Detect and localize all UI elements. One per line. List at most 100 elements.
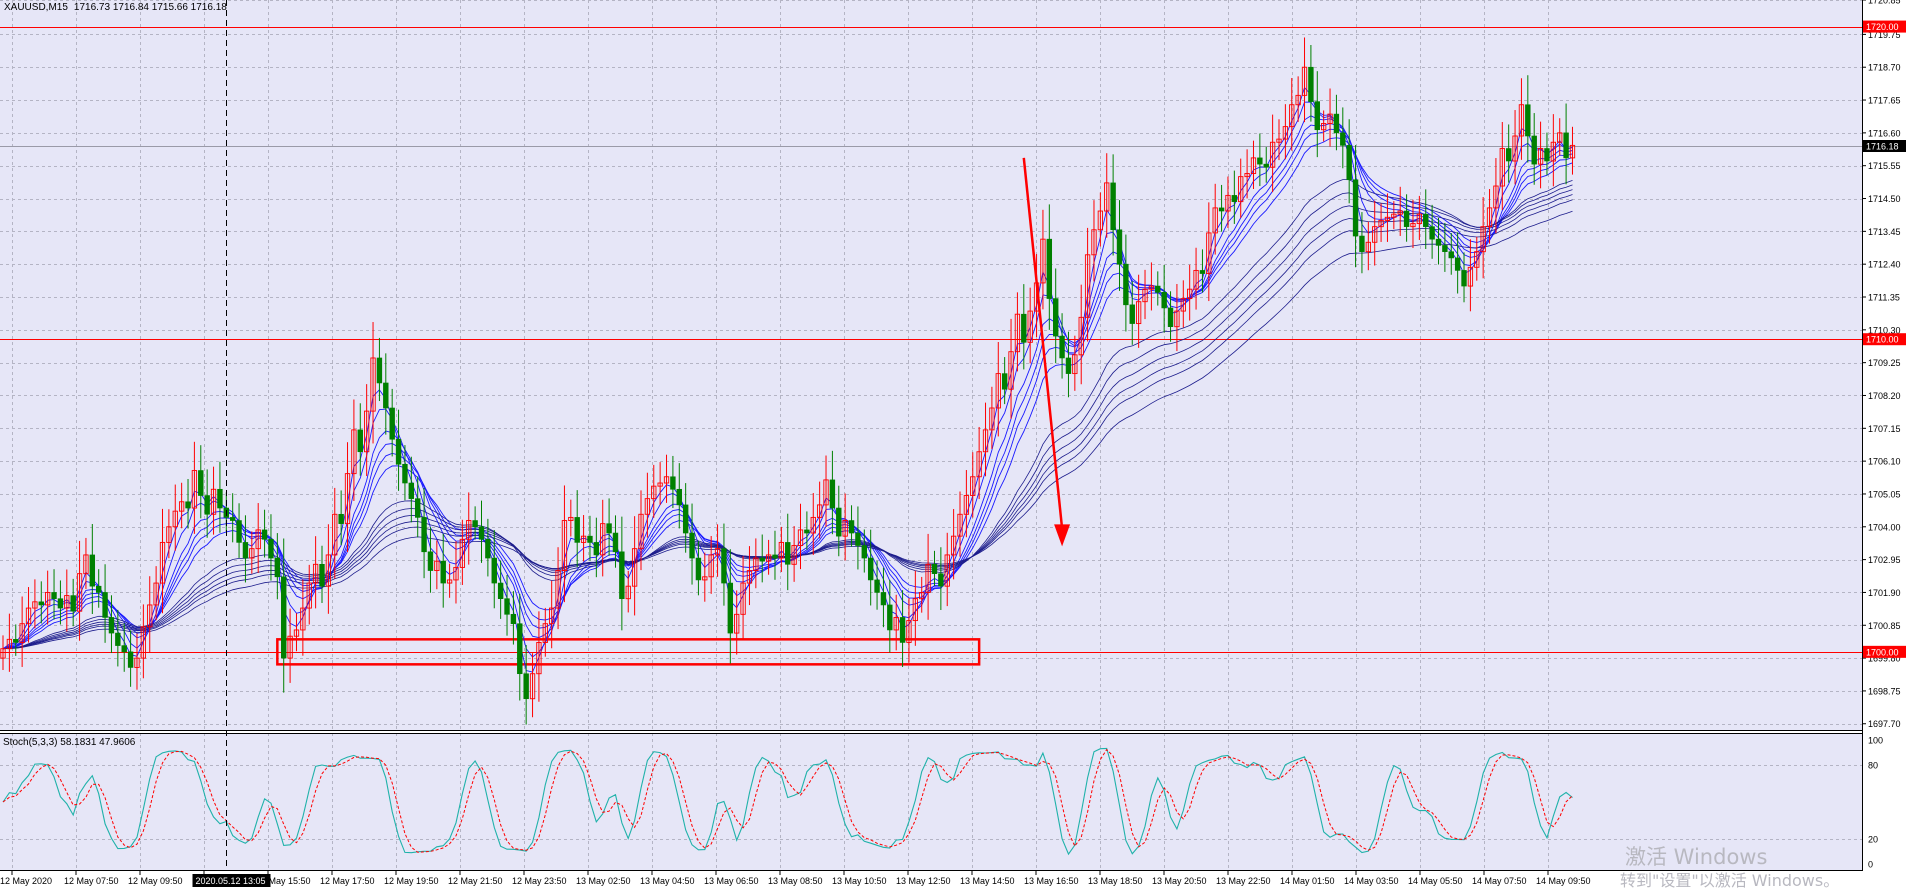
activation-watermark-subtitle: 转到"设置"以激活 Windows。 (1620, 871, 1840, 890)
time-tick-label: 13 May 12:50 (896, 876, 951, 886)
time-tick-label: 13 May 20:50 (1152, 876, 1207, 886)
candle-body-bear (606, 523, 612, 534)
stoch-signal-line (2, 748, 1573, 853)
candle-body-bear (574, 517, 580, 543)
candle-body-bull (83, 554, 89, 575)
candle-body-bull (950, 535, 957, 556)
price-tick-label: 1706.10 (1868, 457, 1901, 467)
candle-body-bull (823, 479, 829, 506)
candle-body-bear (383, 382, 389, 409)
candle-body-bear (867, 557, 874, 581)
candle-body-bear (1123, 263, 1129, 306)
candle-body-bull (1250, 157, 1257, 174)
price-level-tag-label: 1720.00 (1866, 22, 1899, 32)
time-tick-label: 12 May 2020 (0, 876, 52, 886)
price-tick-label: 1707.15 (1868, 424, 1901, 434)
candle-body-bull (306, 582, 312, 609)
candle-body-bear (1199, 270, 1206, 274)
arrow-head (1054, 524, 1071, 547)
price-tick-label: 1720.85 (1868, 0, 1901, 6)
candle-body-bear (1167, 307, 1174, 328)
candle-body-bull (459, 538, 466, 568)
candle-body-bull (1467, 266, 1474, 287)
candle-body-bull (332, 513, 338, 556)
candle-body-bear (772, 554, 778, 559)
candle-body-bear (1308, 66, 1314, 102)
candle-body-bear (1116, 229, 1123, 265)
candle-body-bull (153, 582, 159, 606)
candle-body-bull (778, 541, 785, 559)
price-axis[interactable]: 1720.85 1719.75 1718.70 1717.65 1716.60 1715.… (1862, 0, 1906, 729)
candle-body-bull (453, 566, 459, 581)
candle-body-bear (427, 551, 434, 571)
candle-body-bear (587, 535, 593, 543)
candle-body-bull (714, 548, 721, 556)
candle-body-bull (1474, 251, 1480, 268)
candle-body-bull (159, 541, 166, 584)
candle-body-bear (1454, 257, 1461, 271)
stoch-axis-label: 20 (1868, 835, 1878, 845)
candle-body-bear (408, 482, 415, 499)
symbol-header: XAUUSD,M15 1716.73 1716.84 1715.66 1716.1… (4, 2, 227, 13)
candle-body-bull (1518, 104, 1525, 137)
candle-body-bear (96, 585, 102, 593)
candle-body-bull (1078, 316, 1084, 356)
candle-body-bull (300, 607, 306, 631)
candle-body-bull (1410, 223, 1416, 228)
candle-body-bear (1257, 157, 1263, 165)
candle-body-bear (1525, 104, 1531, 137)
candle-body-bull (555, 570, 561, 609)
candle-body-bear (1046, 238, 1053, 299)
price-tick-label: 1698.75 (1868, 686, 1901, 696)
candle-body-bear (491, 557, 497, 584)
candle-body-bull (1193, 269, 1199, 290)
candle-body-bull (976, 451, 982, 478)
candle-body-bull (912, 598, 918, 622)
candle-body-bull (1512, 135, 1518, 162)
candle-body-bull (1276, 138, 1282, 143)
price-tick-label: 1704.00 (1868, 522, 1901, 532)
candle-body-bull (644, 498, 651, 515)
main-plot-background (0, 0, 1862, 730)
candle-body-bear (115, 632, 121, 646)
candle-body-bull (287, 635, 293, 659)
candle-body-bull (1321, 123, 1327, 131)
candle-body-bear (1352, 179, 1359, 237)
candle-body-bull (1040, 238, 1046, 284)
time-tick-label: 14 May 09:50 (1536, 876, 1591, 886)
candle-body-bear (1161, 292, 1167, 309)
candle-body-bear (236, 520, 242, 543)
candle-body-bear (485, 538, 491, 559)
candle-body-bear (185, 501, 191, 509)
candle-body-bull (25, 607, 32, 625)
down-arrow-annotation (1022, 157, 1071, 547)
candle-body-bull (1238, 176, 1244, 203)
candle-body-bull (64, 595, 70, 609)
candle-body-bear (848, 520, 855, 534)
candle-body-bear (510, 614, 517, 625)
candle-body-bear (1110, 182, 1116, 231)
candle-body-bull (963, 495, 970, 515)
candle-body-bear (261, 529, 268, 540)
candle-body-bull (906, 620, 912, 643)
candle-body-bull (816, 504, 823, 518)
time-tick-label: 13 May 10:50 (832, 876, 887, 886)
candle-body-bull (1174, 310, 1180, 328)
candle-body-bear (1346, 145, 1352, 181)
time-axis[interactable]: 12 May 2020 12 May 07:50 12 May 09:50 12 Ma… (0, 871, 1591, 887)
activation-watermark-title: 激活 Windows (1625, 845, 1768, 869)
candle-body-bull (351, 429, 357, 475)
time-tick-label: 12 May 15:50 (256, 876, 311, 886)
candle-body-bear (51, 592, 57, 599)
candle-body-bear (89, 554, 96, 587)
arrow-shaft (1022, 157, 1064, 529)
candle-body-bear (619, 551, 625, 599)
candle-body-bull (1282, 126, 1289, 140)
candle-body-bear (274, 557, 281, 578)
candle-body-bear (689, 532, 695, 559)
candle-body-bear (281, 576, 287, 659)
crosshair-time-label: 2020.05.12 13:05 (196, 876, 266, 886)
candle-body-bear (855, 532, 861, 546)
candle-body-bull (1295, 94, 1301, 106)
